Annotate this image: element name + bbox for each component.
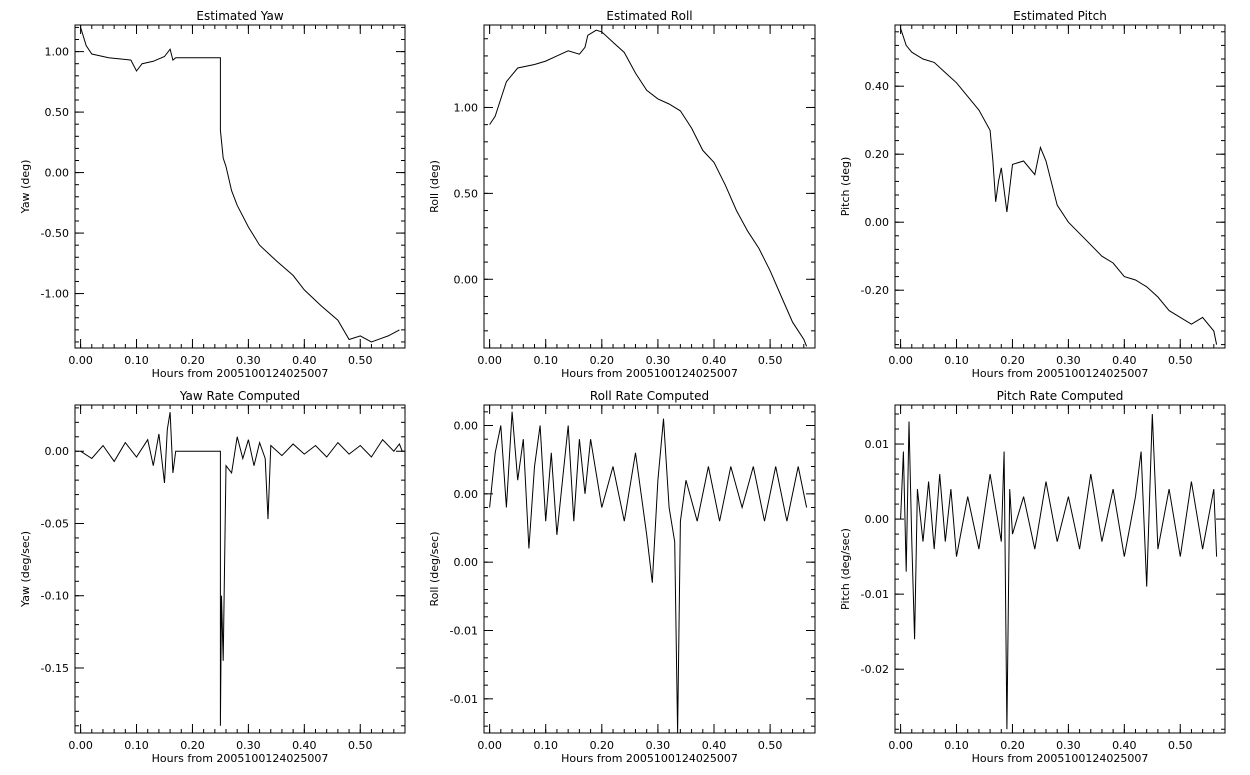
x-tick-label: 0.30: [1056, 354, 1081, 367]
series-line: [489, 411, 808, 734]
y-tick-label: 0.50: [454, 187, 479, 200]
chart-title: Estimated Roll: [606, 9, 692, 23]
x-tick-label: 0.20: [180, 739, 205, 752]
chart-panel-1: 0.00 0.10 0.20 0.30 0.40 0.50 1.00 0.50 0.00 -0.5…: [19, 9, 406, 380]
chart-panel-5: 0.00 0.10 0.20 0.30 0.40 0.50 0.00 0.00 0.00 -0.0…: [428, 389, 816, 765]
chart-title: Yaw Rate Computed: [179, 389, 300, 403]
x-tick-label: 0.20: [180, 354, 205, 367]
x-tick-label: 0.10: [124, 739, 149, 752]
x-tick-label: 0.30: [236, 354, 261, 367]
x-tick-label: 0.20: [1000, 739, 1025, 752]
plot-frame: [74, 24, 406, 349]
x-axis-label: Hours from 2005100124025007: [152, 367, 329, 380]
y-axis-label: Pitch (deg/sec): [839, 528, 852, 610]
y-axis-label: Yaw (deg): [19, 160, 32, 215]
y-tick-label: -1.00: [41, 288, 69, 301]
y-tick-label: 0.00: [454, 273, 479, 286]
y-axis-label: Yaw (deg/sec): [19, 531, 32, 608]
x-tick-label: 0.50: [348, 739, 373, 752]
x-tick-label: 0.00: [888, 739, 913, 752]
x-tick-label: 0.00: [477, 739, 502, 752]
chart-panel-6: 0.00 0.10 0.20 0.30 0.40 0.50 0.01 0.00 -0.01 -0.…: [839, 389, 1226, 765]
y-tick-label: -0.05: [41, 517, 69, 530]
x-tick-label: 0.50: [1168, 739, 1193, 752]
y-axis-label: Roll (deg/sec): [428, 531, 441, 606]
plot-frame: [894, 24, 1226, 349]
x-tick-label: 0.00: [68, 739, 93, 752]
chart-title: Roll Rate Computed: [590, 389, 709, 403]
x-tick-label: 0.10: [533, 739, 558, 752]
y-tick-label: -0.01: [450, 693, 478, 706]
x-tick-label: 0.40: [1112, 354, 1137, 367]
x-tick-label: 0.10: [944, 739, 969, 752]
y-tick-label: 0.01: [865, 438, 890, 451]
chart-title: Pitch Rate Computed: [997, 389, 1124, 403]
plot-frame: [74, 404, 406, 734]
y-tick-label: 0.00: [454, 488, 479, 501]
y-tick-label: -0.10: [41, 590, 69, 603]
plot-frame: [483, 24, 816, 349]
y-tick-label: -0.15: [41, 662, 69, 675]
y-tick-label: 0.00: [45, 445, 70, 458]
y-tick-label: -0.20: [861, 284, 889, 297]
x-tick-label: 0.50: [758, 354, 783, 367]
x-tick-label: 0.20: [590, 739, 615, 752]
x-tick-label: 0.50: [348, 354, 373, 367]
y-tick-label: 0.00: [454, 420, 479, 433]
y-tick-label: 0.50: [45, 106, 70, 119]
x-tick-label: 0.40: [292, 739, 317, 752]
plot-frame: [483, 404, 816, 734]
y-tick-label: 1.00: [45, 46, 70, 59]
x-tick-label: 0.50: [1168, 354, 1193, 367]
x-tick-label: 0.30: [236, 739, 261, 752]
chart-panel-2: 0.00 0.10 0.20 0.30 0.40 0.50 1.00 0.50 0.00 Esti…: [428, 9, 816, 380]
y-tick-label: 1.00: [454, 101, 479, 114]
x-tick-label: 0.00: [477, 354, 502, 367]
x-tick-label: 0.10: [944, 354, 969, 367]
y-tick-label: -0.01: [861, 588, 889, 601]
x-tick-label: 0.00: [68, 354, 93, 367]
x-axis-label: Hours from 2005100124025007: [561, 752, 738, 765]
y-tick-label: 0.40: [865, 80, 890, 93]
chart-title: Estimated Pitch: [1013, 9, 1107, 23]
x-tick-label: 0.10: [124, 354, 149, 367]
series-line: [80, 27, 400, 343]
x-tick-label: 0.30: [1056, 739, 1081, 752]
series-line: [489, 29, 808, 347]
x-axis-label: Hours from 2005100124025007: [972, 367, 1149, 380]
x-tick-label: 0.20: [590, 354, 615, 367]
x-tick-label: 0.50: [758, 739, 783, 752]
y-tick-label: 0.00: [454, 556, 479, 569]
x-tick-label: 0.00: [888, 354, 913, 367]
y-axis-label: Roll (deg): [428, 160, 441, 213]
x-tick-label: 0.30: [646, 739, 671, 752]
y-tick-label: -0.50: [41, 227, 69, 240]
series-line: [80, 412, 403, 726]
x-tick-label: 0.40: [1112, 739, 1137, 752]
chart-panel-3: 0.00 0.10 0.20 0.30 0.40 0.50 0.40 0.20 0.00 -0.2…: [839, 9, 1226, 380]
y-tick-label: 0.00: [865, 216, 890, 229]
chart-title: Estimated Yaw: [196, 9, 283, 23]
x-axis-label: Hours from 2005100124025007: [972, 752, 1149, 765]
x-axis-label: Hours from 2005100124025007: [561, 367, 738, 380]
y-tick-label: 0.20: [865, 148, 890, 161]
y-tick-label: -0.02: [861, 663, 889, 676]
x-axis-label: Hours from 2005100124025007: [152, 752, 329, 765]
plot-frame: [894, 404, 1226, 734]
x-tick-label: 0.40: [702, 354, 727, 367]
y-tick-label: 0.00: [865, 513, 890, 526]
series-line: [900, 413, 1218, 730]
x-tick-label: 0.30: [646, 354, 671, 367]
x-tick-label: 0.20: [1000, 354, 1025, 367]
x-tick-label: 0.10: [533, 354, 558, 367]
x-tick-label: 0.40: [702, 739, 727, 752]
y-axis-label: Pitch (deg): [839, 157, 852, 217]
y-tick-label: -0.01: [450, 625, 478, 638]
x-tick-label: 0.40: [292, 354, 317, 367]
y-tick-label: 0.00: [45, 167, 70, 180]
chart-panel-4: 0.00 0.10 0.20 0.30 0.40 0.50 0.00 -0.05 -0.10 -0…: [19, 389, 406, 765]
series-line: [900, 28, 1218, 345]
